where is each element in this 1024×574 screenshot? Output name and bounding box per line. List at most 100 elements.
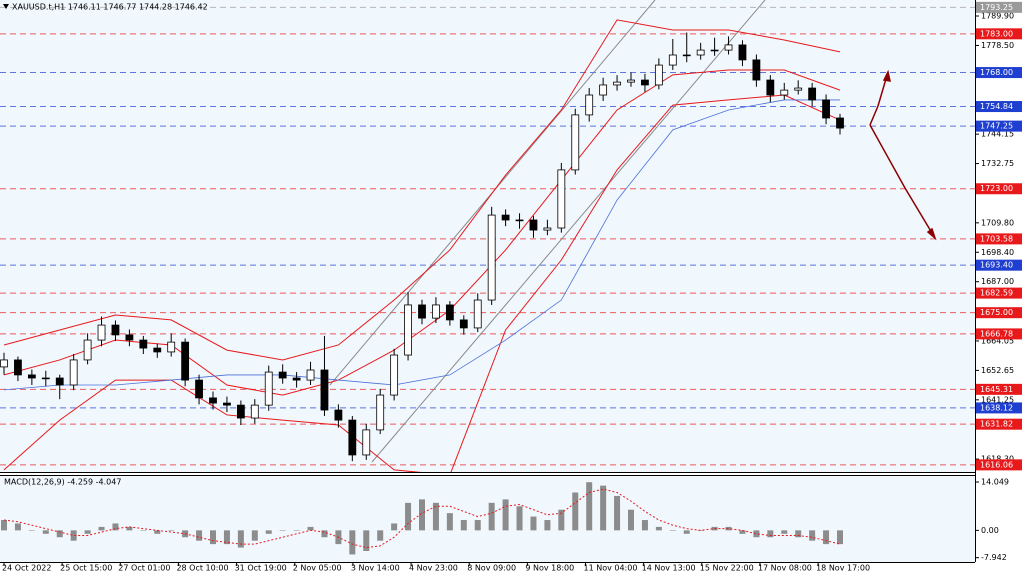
y-tick-label: 1618.30 <box>981 455 1014 464</box>
macd-bar <box>446 513 453 531</box>
arrow-head <box>882 69 891 82</box>
candle-body <box>348 419 357 456</box>
candle-body <box>822 99 830 119</box>
candle-body <box>432 304 440 319</box>
candle-body <box>766 79 775 96</box>
candle-body <box>223 402 231 406</box>
candle-body <box>83 339 92 361</box>
macd-bar <box>600 485 607 531</box>
macd-bar <box>655 526 662 531</box>
x-tick-label: 15 Nov 22:00 <box>700 564 754 573</box>
level-label: 1703.58 <box>980 234 1013 243</box>
macd-bar <box>84 530 91 534</box>
macd-bar <box>641 520 648 531</box>
candle-body <box>459 319 468 329</box>
y-tick-label: 1652.65 <box>981 366 1014 375</box>
candle-body <box>250 404 259 419</box>
chart-title: XAUUSD.t,H1 1746.11 1746.77 1744.28 1746… <box>12 3 208 12</box>
macd-bar <box>558 509 565 531</box>
macd-bar <box>502 499 509 531</box>
candle-body <box>515 219 524 222</box>
y-tick-label: -7.942 <box>981 553 1007 562</box>
macd-bar <box>628 509 634 531</box>
candle-body <box>0 359 8 368</box>
forecast-arrows <box>869 69 937 241</box>
candle-body <box>181 341 190 381</box>
macd-bar <box>168 530 175 531</box>
macd-bar <box>683 530 690 534</box>
candle-body <box>97 324 106 341</box>
x-tick-label: 9 Nov 18:00 <box>525 564 574 573</box>
x-tick-label: 4 Nov 23:00 <box>409 564 458 573</box>
macd-bar <box>237 530 244 548</box>
macd-bar <box>753 530 760 538</box>
macd-bar <box>210 530 216 545</box>
x-tick-label: 24 Oct 2022 <box>2 564 51 573</box>
macd-bar <box>419 499 425 531</box>
candle-body <box>418 304 426 319</box>
candle-body <box>627 79 635 83</box>
macd-bar <box>544 520 551 531</box>
level-tag <box>976 120 1022 132</box>
x-tick-label: 17 Nov 08:00 <box>758 564 812 573</box>
level-label: 1723.00 <box>980 184 1013 193</box>
candle-body <box>710 49 719 52</box>
candle-body <box>724 44 733 51</box>
y-tick-label: 1732.75 <box>981 159 1014 168</box>
candle-body <box>696 49 705 56</box>
candle-body <box>306 369 315 381</box>
arrow-head <box>926 227 937 241</box>
candle-body <box>738 44 747 61</box>
candle-body <box>571 114 580 171</box>
candle-body <box>390 354 399 396</box>
level-tag <box>976 1 1022 13</box>
candle-body <box>641 79 649 86</box>
candle-body <box>404 304 412 356</box>
macd-bar <box>586 482 593 531</box>
candle-body <box>585 94 594 116</box>
macd-bar <box>823 530 830 545</box>
candle-body <box>529 219 538 231</box>
macd <box>1 482 843 555</box>
level-label: 1638.12 <box>980 403 1013 412</box>
candle-body <box>668 54 677 66</box>
indicator-line <box>3 99 840 391</box>
macd-bar <box>809 530 816 541</box>
x-tick-label: 25 Oct 15:00 <box>60 564 112 573</box>
y-tick-label: 1641.25 <box>981 395 1014 404</box>
candle-body <box>654 64 663 86</box>
level-tag <box>976 307 1022 319</box>
x-tick-label: 14 Nov 13:00 <box>642 564 696 573</box>
candle-body <box>543 227 552 231</box>
candle-body <box>599 84 608 96</box>
macd-bar <box>572 492 579 531</box>
candles <box>0 32 844 462</box>
candle-body <box>236 404 245 419</box>
candle-body <box>376 394 385 431</box>
candle-body <box>111 324 120 336</box>
macd-bar <box>1 520 7 531</box>
macd-bar <box>767 530 774 538</box>
level-label: 1616.06 <box>980 460 1013 469</box>
x-tick-label: 18 Nov 17:00 <box>816 564 870 573</box>
macd-bar <box>56 530 63 538</box>
candle-body <box>473 299 482 329</box>
y-tick-label: 1664.05 <box>981 336 1014 345</box>
macd-bar <box>405 502 412 531</box>
x-tick-label: 31 Oct 19:00 <box>235 564 287 573</box>
candle-body <box>320 369 329 411</box>
macd-bar <box>28 530 35 531</box>
candle-body <box>780 89 789 96</box>
candle-body <box>139 339 148 349</box>
level-label: 1675.00 <box>980 308 1013 317</box>
candle-body <box>445 304 454 321</box>
macd-bar <box>223 530 230 545</box>
candle-body <box>167 341 176 353</box>
macd-bar <box>126 526 133 531</box>
macd-bar <box>837 530 843 545</box>
channel-line <box>371 0 766 463</box>
level-label: 1645.31 <box>980 385 1013 394</box>
candle-body <box>55 377 64 386</box>
